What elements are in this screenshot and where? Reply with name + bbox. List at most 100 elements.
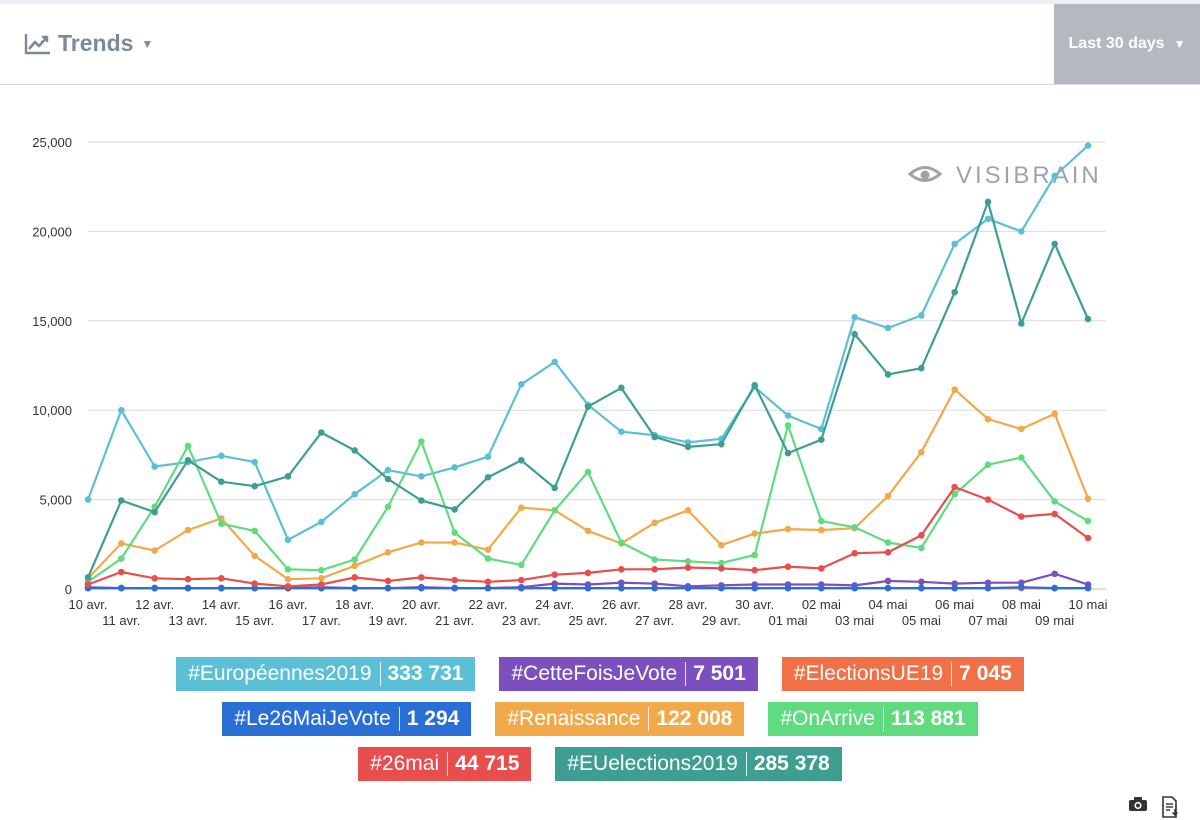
bottom-toolbar [1128,796,1180,818]
legend-item-euelections2019[interactable]: #EUelections2019 285 378 [555,747,842,781]
data-point-onarrive [518,561,525,569]
x-tick-label: 17 avr. [302,613,341,628]
legend-separator [379,662,381,686]
data-point-onarrive [718,559,725,567]
data-point-euelections2019 [251,482,258,490]
legend-name: #OnArrive [780,707,875,730]
data-point-europennes2019 [118,406,125,414]
trends-menu[interactable]: Trends ▼ [24,30,153,57]
data-point-le26maijevote [651,584,658,592]
y-tick-label: 15,000 [32,314,72,329]
data-point-renaissance [1084,495,1092,503]
data-point-le26maijevote [518,584,525,592]
legend-item-europennes2019[interactable]: #Européennes2019 333 731 [176,657,476,691]
data-point-onarrive [984,461,992,469]
data-point-euelections2019 [784,449,792,457]
data-point-26mai [618,566,625,573]
legend-name: #EUelections2019 [567,752,738,775]
data-point-26mai [951,483,958,491]
data-point-euelections2019 [318,429,325,436]
legend-separator [648,707,650,731]
data-point-europennes2019 [518,380,525,388]
legend-name: #Renaissance [507,707,641,730]
camera-icon[interactable] [1128,796,1148,812]
data-point-26mai [318,581,325,588]
data-point-26mai [84,581,92,588]
data-point-onarrive [584,468,592,476]
legend-total: 333 731 [387,662,464,685]
legend-item-cettefoisjevote[interactable]: #CetteFoisJeVote 7 501 [499,657,758,691]
x-tick-label: 14 avr. [202,597,241,612]
data-point-europennes2019 [918,312,925,319]
data-point-onarrive [784,422,792,429]
x-tick-label: 12 avr. [135,597,174,612]
legend-item-renaissance[interactable]: #Renaissance 122 008 [495,702,745,736]
data-point-renaissance [251,552,258,560]
data-point-26mai [118,568,125,576]
data-point-26mai [851,549,858,557]
data-point-renaissance [351,562,358,570]
data-point-le26maijevote [984,584,992,592]
data-point-europennes2019 [1018,228,1025,235]
data-point-europennes2019 [951,240,958,248]
data-point-le26maijevote [384,584,392,592]
data-point-onarrive [918,544,925,552]
y-tick-label: 5,000 [39,493,72,508]
data-point-europennes2019 [818,425,825,433]
data-point-euelections2019 [918,364,925,372]
data-point-le26maijevote [951,584,958,592]
data-point-le26maijevote [584,584,592,592]
legend-item-electionsue19[interactable]: #ElectionsUE19 7 045 [781,657,1024,691]
legend-total: 7 045 [959,662,1012,685]
data-point-26mai [584,569,592,577]
data-point-onarrive [551,507,558,514]
export-document-icon[interactable] [1160,796,1180,818]
data-point-le26maijevote [684,584,692,592]
legend-separator [685,662,687,686]
data-point-26mai [518,576,525,584]
data-point-26mai [184,575,192,583]
legend-separator [745,752,747,776]
data-point-renaissance [284,575,292,583]
legend-item-le26maijevote[interactable]: #Le26MaiJeVote 1 294 [222,702,472,736]
y-tick-label: 10,000 [32,403,72,418]
data-point-euelections2019 [884,371,892,378]
legend-item-onarrive[interactable]: #OnArrive 113 881 [768,702,978,736]
data-point-onarrive [851,524,858,531]
data-point-26mai [818,565,825,572]
data-point-le26maijevote [618,584,625,592]
data-point-renaissance [184,526,192,534]
date-range-dropdown[interactable]: Last 30 days ▼ [1054,4,1200,84]
data-point-euelections2019 [551,484,558,492]
data-point-26mai [251,580,258,587]
data-point-26mai [1018,513,1025,520]
data-point-europennes2019 [1084,142,1092,149]
data-point-26mai [418,574,425,581]
data-point-onarrive [351,556,358,563]
data-point-cettefoisjevote [918,578,925,586]
legend-name: #CetteFoisJeVote [511,662,678,685]
data-point-renaissance [118,540,125,547]
watermark-text: VISIBRAIN [956,162,1102,189]
legend-item-26mai[interactable]: #26mai 44 715 [358,747,532,781]
data-point-le26maijevote [418,584,425,592]
eye-icon [907,166,943,182]
visibrain-logo: VISIBRAIN [907,162,1102,189]
data-point-onarrive [884,539,892,546]
data-point-renaissance [584,527,592,535]
data-point-le26maijevote [484,584,492,592]
legend-total: 1 294 [406,707,460,730]
data-point-europennes2019 [351,490,358,498]
data-point-europennes2019 [451,464,458,471]
data-point-le26maijevote [1051,584,1058,592]
trends-title: Trends [58,30,134,56]
x-tick-label: 11 avr. [102,613,140,628]
data-point-renaissance [784,525,792,533]
data-point-renaissance [318,574,325,582]
legend-total: 285 378 [753,752,830,775]
x-tick-label: 16 avr. [268,597,307,612]
data-point-26mai [651,566,658,573]
data-point-euelections2019 [851,330,858,338]
caret-down-icon: ▼ [141,36,154,51]
x-tick-label: 22 avr. [468,597,507,612]
